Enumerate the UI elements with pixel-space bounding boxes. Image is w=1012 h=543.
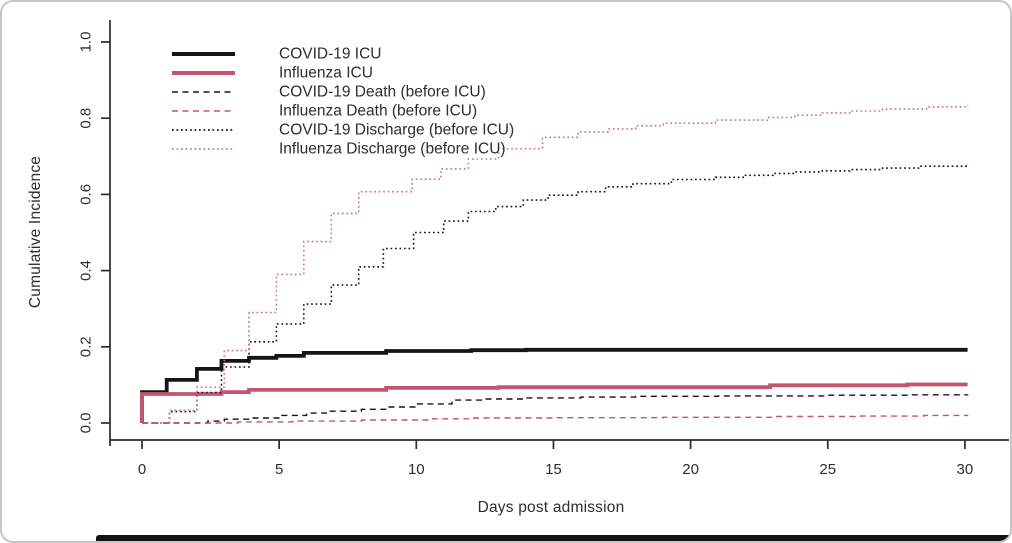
curve-influenza-death-before-icu- (142, 414, 969, 424)
legend-label: Influenza ICU (279, 65, 373, 82)
legend-label: COVID-19 ICU (279, 46, 382, 63)
y-tick-label: 0.6 (78, 184, 95, 205)
legend-label: Influenza Death (before ICU) (279, 103, 477, 120)
curve-influenza-discharge-before-icu- (142, 104, 969, 424)
y-tick-label: 0.2 (78, 336, 95, 357)
curve-covid-19-death-before-icu- (142, 394, 969, 424)
y-tick-label: 0.4 (78, 260, 95, 281)
curve-covid-19-icu (140, 347, 968, 423)
x-tick-label: 20 (682, 461, 699, 478)
y-axis-title: Cumulative Incidence (27, 155, 44, 309)
bottom-crop-bar (96, 535, 1010, 541)
x-tick-label: 30 (957, 461, 974, 478)
legend-label: COVID-19 Discharge (before ICU) (279, 122, 514, 139)
curve-influenza-icu (140, 382, 968, 423)
y-tick-label: 0.8 (78, 108, 95, 129)
x-tick-label: 10 (408, 461, 425, 478)
x-axis-title: Days post admission (477, 499, 625, 516)
x-tick-label: 25 (819, 461, 836, 478)
legend-label: Influenza Discharge (before ICU) (279, 141, 506, 158)
y-tick-label: 1.0 (78, 32, 95, 53)
x-tick-label: 15 (545, 461, 562, 478)
x-tick-label: 5 (275, 461, 283, 478)
y-tick-label: 0.0 (78, 413, 95, 434)
curve-covid-19-discharge-before-icu- (142, 163, 969, 424)
legend-label: COVID-19 Death (before ICU) (279, 84, 486, 101)
x-tick-label: 0 (138, 461, 146, 478)
